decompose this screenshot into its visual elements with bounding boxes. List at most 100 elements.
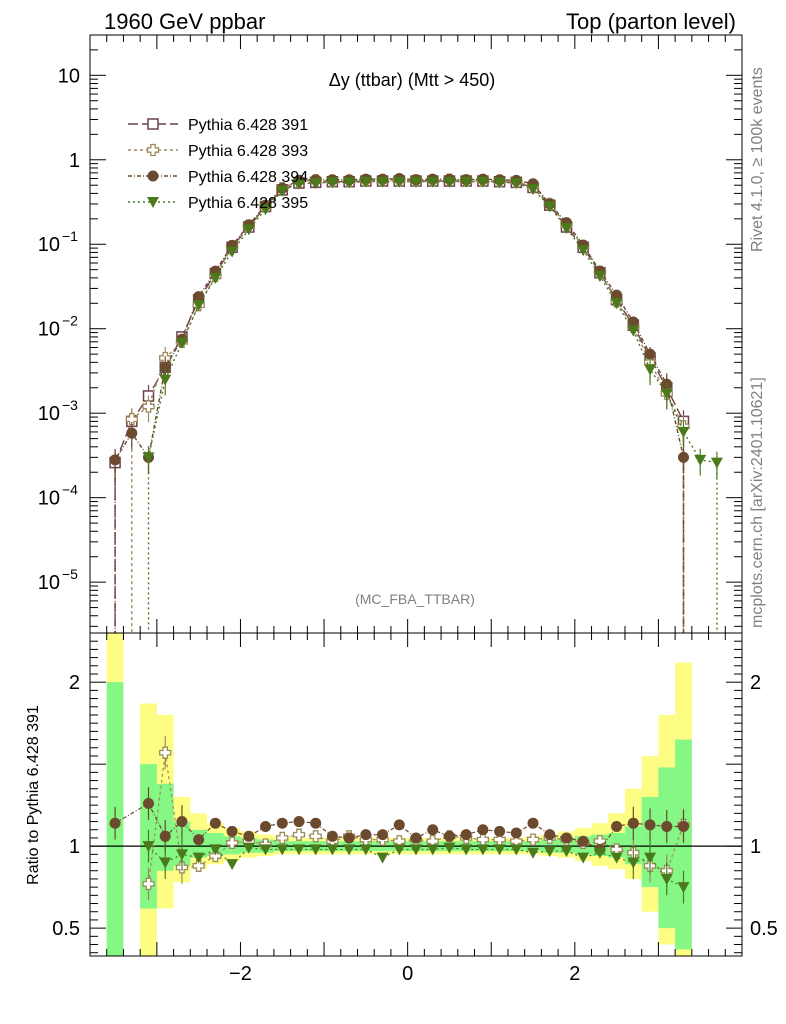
legend-marker [146,143,160,157]
ratio-point [544,829,556,841]
ratio-series-4 [142,829,690,904]
legend-marker [147,118,159,130]
data-point [276,185,289,197]
legend-label: Pythia 6.428 395 [188,195,308,212]
legend-marker [147,197,159,208]
ratio-band-green [658,767,676,929]
ratio-point [309,844,322,856]
series-1 [109,175,690,633]
ratio-point [159,830,171,842]
ratio-point [460,844,473,856]
y-tick-label: 10 [38,319,60,341]
data-point [175,337,188,349]
data-point [309,178,322,190]
ratio-point [443,830,455,842]
data-point [359,176,372,188]
ratio-point [242,842,255,854]
ratio-point [577,835,589,847]
data-point [326,177,339,189]
ratio-point [510,827,522,839]
ratio-band-green [675,739,692,950]
data-point [226,246,239,258]
ratio-line [114,802,684,851]
series-4 [142,176,723,633]
legend-label: Pythia 6.428 391 [188,117,308,134]
ratio-point [360,829,372,841]
ratio-ylabel: Ratio to Pythia 6.428 391 [25,705,42,885]
ratio-point [377,829,389,841]
y-tick-exponent: −4 [62,482,78,498]
ratio-point [143,798,155,810]
header-left: 1960 GeV ppbar [104,9,265,34]
ratio-tick-label-right: 0.5 [750,918,778,940]
ratio-point [527,847,540,859]
ratio-tick-label: 2 [69,672,80,694]
ratio-point [343,832,355,844]
ratio-point [193,834,205,846]
data-point [343,177,356,189]
series-3 [109,173,689,633]
header-right: Top (parton level) [566,9,736,34]
data-point [627,316,639,328]
y-tick-label: 1 [69,150,80,172]
ratio-tick-label: 0.5 [52,918,80,940]
data-point [460,176,473,188]
data-point [159,374,172,386]
ratio-point [526,833,540,846]
ratio-point [644,852,657,864]
y-tick-exponent: −5 [62,566,78,582]
y-tick-label: 10 [38,572,60,594]
data-point [593,271,606,283]
ratio-tick-label: 1 [69,836,80,858]
series-line [131,179,685,427]
ratio-point [226,825,238,837]
ratio-point [326,830,338,842]
ratio-point [159,857,172,869]
ratio-point [410,844,422,856]
data-point [126,427,138,439]
analysis-label: (MC_FBA_TTBAR) [355,591,475,607]
data-point [710,457,723,469]
data-point [510,178,523,190]
ratio-point [393,819,405,831]
x-tick-label: −2 [229,963,252,985]
ratio-point [560,832,572,844]
data-point [242,224,255,236]
data-point [527,184,540,196]
ratio-point [661,820,673,832]
ratio-point [292,828,306,841]
ratio-point [259,844,272,856]
data-point [259,204,272,216]
mcplots-label: mcplots.cern.ch [arXiv:2401.10621] [749,377,766,628]
data-point [660,388,673,400]
ratio-point [610,852,623,864]
data-point [193,291,205,303]
ratio-point [109,817,121,829]
data-point [393,176,406,188]
ratio-point [310,817,322,829]
data-point [443,176,456,188]
data-point [159,361,171,373]
legend-marker [147,170,159,182]
data-point [610,298,623,310]
ratio-point [343,844,356,856]
data-point [644,364,657,376]
chart-title: Δy (ttbar) (Mtt > 450) [329,70,496,90]
ratio-point [142,877,155,891]
y-tick-label: 10 [38,403,60,425]
ratio-point [510,844,523,856]
ratio-point [593,847,606,859]
legend-label: Pythia 6.428 394 [188,169,308,186]
ratio-point [410,832,422,844]
ratio-point [427,824,439,836]
ratio-point [225,836,239,850]
ratio-point [176,816,188,828]
y-tick-label: 10 [38,234,60,256]
ratio-point [493,844,506,856]
ratio-point [627,817,639,829]
ratio-point [477,824,489,836]
y-tick-exponent: −1 [62,228,78,244]
legend-label: Pythia 6.428 393 [188,143,308,160]
ratio-point [175,849,188,861]
